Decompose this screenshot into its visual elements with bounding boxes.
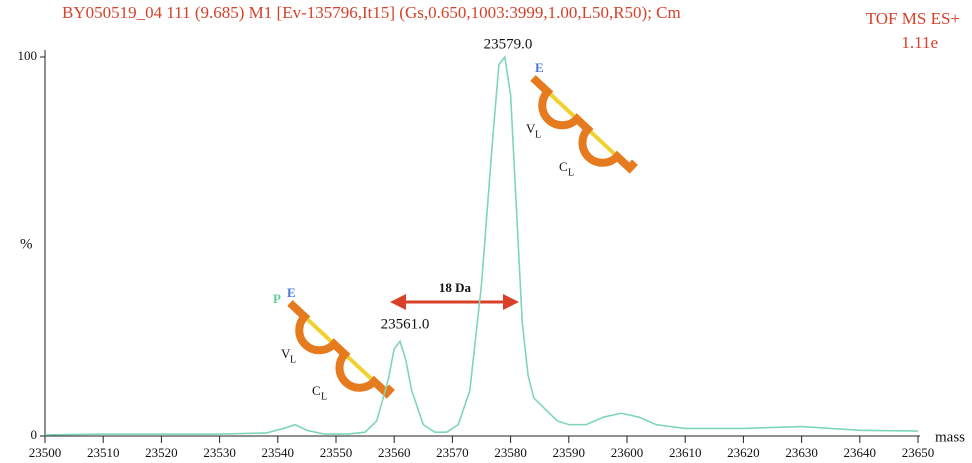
peak-label: 23579.0 [484,36,533,52]
icon-label: C [559,159,568,174]
y-tick-label: 100 [18,48,38,63]
x-tick-label: 23650 [902,445,935,460]
y-axis-label: % [20,236,33,252]
icon-label: V [281,346,291,361]
x-tick-label: 23570 [436,445,469,460]
x-tick-label: 23550 [320,445,353,460]
x-tick-label: 23590 [553,445,586,460]
spectrum-line [44,55,919,436]
antibody-icon [287,300,395,399]
icon-label: L [290,354,296,365]
icon-label: L [535,129,541,140]
x-tick-label: 23640 [844,445,877,460]
peak-label: 23561.0 [381,316,430,332]
instrument: TOF MS ES+ [866,9,960,28]
shift-label: 18 Da [439,280,472,295]
icon-label: V [526,121,536,136]
x-tick-label: 23580 [494,445,527,460]
icon-label: L [321,391,327,402]
intensity: 1.11e [901,33,938,52]
x-tick-label: 23540 [262,445,295,460]
x-axis-label: mass [935,429,965,445]
icon-label: E [287,285,296,300]
x-tick-label: 23600 [611,445,644,460]
y-tick-label: 0 [31,427,38,442]
x-tick-label: 23520 [145,445,178,460]
shift-arrow [390,294,519,310]
x-tick-label: 23510 [87,445,120,460]
icon-label: P [273,291,281,306]
x-tick-label: 23530 [203,445,236,460]
icon-label: L [568,167,574,178]
antibody-icon [530,75,638,174]
chart-title: BY050519_04 111 (9.685) M1 [Ev-135796,It… [62,3,681,22]
x-tick-label: 23610 [669,445,702,460]
x-tick-label: 23500 [29,445,62,460]
icon-label: E [535,60,544,75]
x-tick-label: 23630 [785,445,818,460]
icon-label: C [312,383,321,398]
x-tick-label: 23620 [727,445,760,460]
x-tick-label: 23560 [378,445,411,460]
